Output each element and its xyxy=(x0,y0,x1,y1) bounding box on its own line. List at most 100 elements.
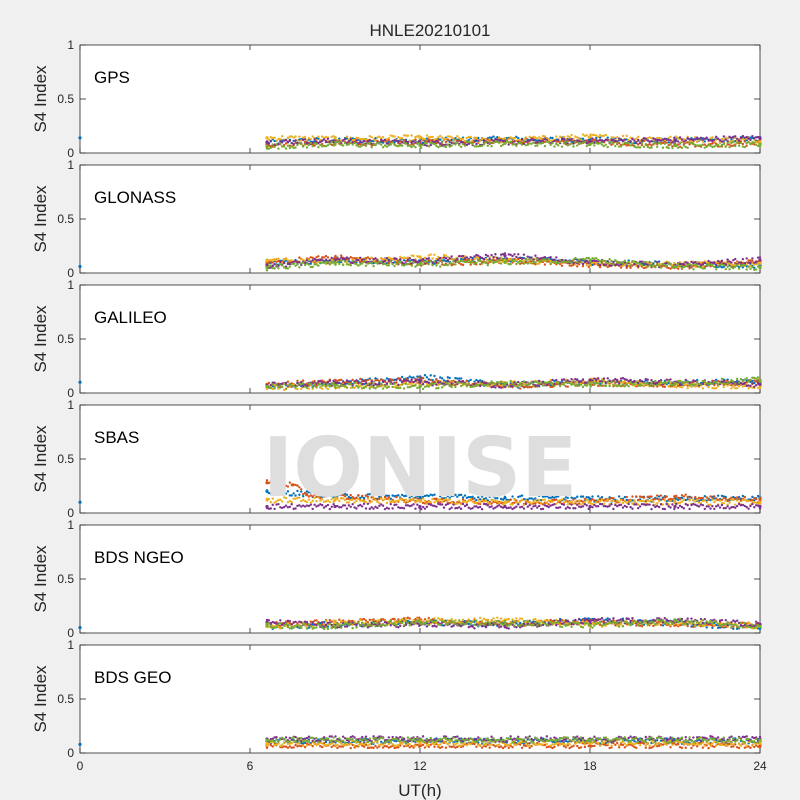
data-point xyxy=(753,141,756,144)
data-point xyxy=(351,259,354,263)
data-point xyxy=(345,386,349,389)
data-point xyxy=(505,257,509,260)
data-point xyxy=(541,138,545,141)
data-point xyxy=(408,262,411,266)
data-point xyxy=(642,137,646,140)
data-point xyxy=(330,135,333,138)
data-point xyxy=(695,260,699,264)
data-point xyxy=(281,135,284,138)
data-point xyxy=(402,387,406,390)
data-point xyxy=(678,141,682,145)
data-point xyxy=(380,143,383,146)
data-point xyxy=(433,382,436,385)
data-point xyxy=(399,137,402,140)
data-point xyxy=(598,141,602,145)
data-point xyxy=(311,265,314,269)
data-point xyxy=(317,264,320,267)
data-point xyxy=(374,143,377,147)
data-point xyxy=(526,258,529,261)
data-point xyxy=(402,134,406,137)
data-point xyxy=(633,139,636,142)
data-point xyxy=(703,499,706,502)
data-point xyxy=(585,144,588,148)
data-point xyxy=(678,145,682,149)
data-point xyxy=(452,259,455,263)
data-point xyxy=(461,143,465,146)
data-point xyxy=(743,495,746,499)
data-point xyxy=(421,141,425,144)
data-point xyxy=(338,141,341,144)
data-point xyxy=(359,137,362,141)
data-point xyxy=(682,140,686,143)
data-point xyxy=(359,256,362,259)
data-point xyxy=(747,380,750,383)
data-point xyxy=(654,260,657,263)
data-point xyxy=(265,269,269,272)
data-point xyxy=(703,261,706,265)
data-point xyxy=(534,136,537,139)
data-point xyxy=(715,265,718,269)
data-point xyxy=(562,140,566,143)
data-point xyxy=(741,134,745,138)
data-point xyxy=(397,383,400,387)
data-point xyxy=(400,256,404,260)
data-point xyxy=(267,142,271,145)
data-point xyxy=(351,137,354,140)
data-point xyxy=(452,137,455,140)
data-point xyxy=(705,145,708,148)
data-point xyxy=(638,139,642,142)
data-point xyxy=(515,144,518,148)
data-point xyxy=(566,137,569,141)
data-point xyxy=(517,257,520,261)
data-point xyxy=(600,143,604,146)
data-point xyxy=(305,386,309,390)
data-point xyxy=(741,266,745,269)
data-point xyxy=(511,261,514,264)
data-point xyxy=(598,136,602,139)
data-point xyxy=(524,136,528,139)
data-point xyxy=(638,262,642,266)
data-point xyxy=(499,144,503,148)
data-point xyxy=(743,263,746,267)
data-point xyxy=(355,139,358,142)
data-point xyxy=(572,382,575,386)
data-point xyxy=(288,262,292,266)
data-point xyxy=(669,139,672,142)
data-point xyxy=(570,261,573,264)
data-point xyxy=(739,261,743,264)
data-point xyxy=(364,385,368,388)
data-point xyxy=(612,379,615,382)
data-point xyxy=(446,138,450,141)
data-point xyxy=(419,384,423,387)
data-point xyxy=(699,144,703,147)
data-point xyxy=(541,134,545,138)
data-point xyxy=(587,136,590,139)
data-point xyxy=(439,144,442,148)
data-point xyxy=(743,145,746,149)
data-point xyxy=(747,265,750,268)
data-point xyxy=(699,136,703,140)
data-point xyxy=(737,141,741,145)
data-point xyxy=(597,382,600,385)
data-point xyxy=(745,262,748,266)
data-point xyxy=(351,386,354,389)
data-point xyxy=(694,135,697,139)
data-point xyxy=(621,264,625,267)
data-point xyxy=(758,383,762,386)
data-point xyxy=(534,138,537,142)
data-point xyxy=(498,260,501,264)
data-point xyxy=(402,259,406,262)
data-point xyxy=(429,141,432,145)
data-point xyxy=(357,145,360,148)
data-point xyxy=(328,385,332,388)
data-point xyxy=(680,146,684,150)
data-point xyxy=(269,258,273,262)
data-point xyxy=(421,263,425,266)
data-point xyxy=(549,139,552,142)
data-point xyxy=(492,141,495,145)
data-point xyxy=(486,383,490,386)
data-point xyxy=(496,138,499,142)
data-point xyxy=(353,257,356,260)
data-point xyxy=(680,262,684,266)
data-point xyxy=(640,142,644,145)
